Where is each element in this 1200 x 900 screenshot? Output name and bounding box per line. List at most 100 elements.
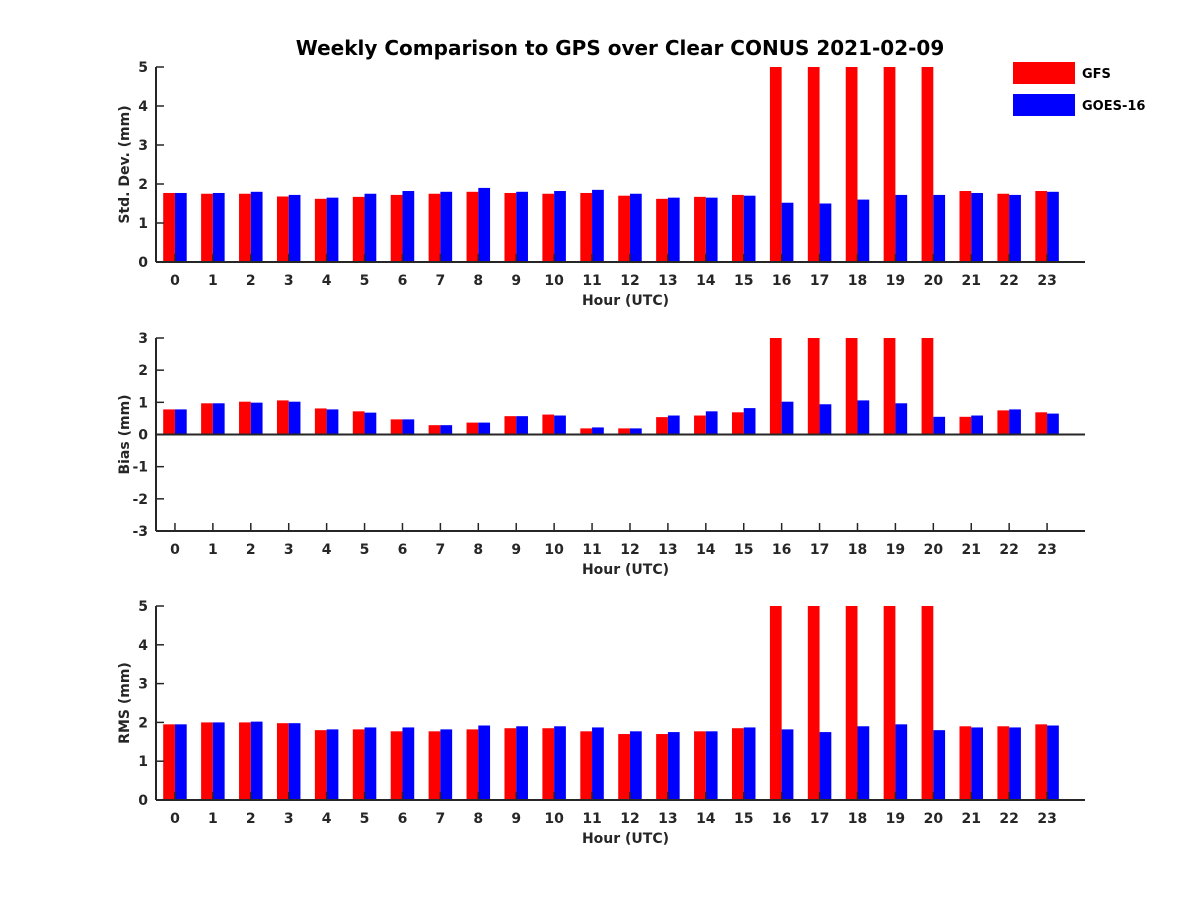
bar-goes-16-hour-23 (1047, 413, 1059, 435)
series-gfs (163, 338, 1048, 435)
x-tick-label: 22 (999, 811, 1018, 827)
x-tick-label: 21 (962, 273, 981, 289)
bar-gfs-hour-14 (694, 415, 706, 435)
bar-gfs-hour-3 (276, 723, 289, 800)
bar-goes-16-hour-16 (781, 729, 794, 800)
x-tick-label: 13 (658, 273, 677, 289)
bar-gfs-hour-4 (314, 730, 327, 800)
bar-goes-16-hour-9 (516, 726, 528, 800)
x-tick-label: 2 (246, 273, 256, 289)
x-tick-label: 15 (734, 542, 753, 558)
x-tick-label: 18 (848, 542, 867, 558)
x-tick-label: 22 (999, 273, 1018, 289)
bar-goes-16-hour-1 (212, 192, 225, 262)
x-tick-label: 15 (734, 273, 753, 289)
bar-goes-16-hour-12 (629, 731, 642, 800)
bar-gfs-hour-9 (504, 192, 517, 262)
x-tick-label: 23 (1037, 542, 1056, 558)
bar-goes-16-hour-1 (212, 403, 225, 435)
legend-swatch-gfs (1013, 62, 1075, 84)
x-tick-label: 7 (436, 542, 446, 558)
x-tick-label: 9 (511, 273, 521, 289)
bar-goes-16-hour-16 (781, 202, 794, 262)
x-tick-label: 5 (360, 542, 370, 558)
bar-goes-16-hour-4 (326, 409, 339, 435)
x-tick-label: 17 (810, 273, 829, 289)
bar-goes-16-hour-22 (1009, 409, 1021, 435)
x-tick-label: 4 (322, 542, 332, 558)
bar-gfs-hour-3 (276, 400, 289, 435)
x-tick-label: 11 (582, 811, 601, 827)
bar-goes-16-hour-14 (705, 411, 718, 435)
bar-gfs-hour-7 (428, 731, 441, 800)
y-tick-label: 0 (138, 428, 148, 444)
bar-goes-16-hour-21 (971, 415, 983, 435)
bar-goes-16-hour-16 (781, 401, 794, 435)
bar-gfs-hour-23 (1035, 191, 1048, 262)
bar-gfs-hour-6 (390, 419, 403, 435)
bar-gfs-hour-20 (921, 338, 934, 435)
x-tick-label: 23 (1037, 273, 1056, 289)
x-tick-label: 18 (848, 273, 867, 289)
bar-goes-16-hour-11 (592, 427, 604, 435)
y-tick-label: 2 (138, 363, 148, 379)
y-tick-label: 5 (138, 599, 148, 615)
bar-goes-16-hour-8 (478, 187, 491, 262)
bar-goes-16-hour-18 (857, 400, 870, 435)
x-tick-label: 12 (620, 542, 639, 558)
x-tick-label: 21 (962, 542, 981, 558)
bar-goes-16-hour-6 (402, 419, 415, 435)
bar-goes-16-hour-13 (667, 732, 680, 800)
bar-gfs-hour-10 (542, 414, 555, 435)
bar-goes-16-hour-14 (705, 197, 718, 262)
bar-goes-16-hour-1 (212, 722, 225, 800)
bar-goes-16-hour-22 (1009, 727, 1021, 800)
x-tick-label: 18 (848, 811, 867, 827)
x-tick-label: 7 (436, 273, 446, 289)
x-tick-label: 0 (170, 542, 180, 558)
x-tick-label: 4 (322, 273, 332, 289)
x-tick-label: 19 (886, 273, 905, 289)
x-tick-label: 10 (544, 542, 564, 558)
bar-gfs-hour-20 (921, 67, 934, 262)
series-goes-16 (174, 400, 1059, 435)
x-axis-label: Hour (UTC) (582, 831, 669, 847)
bar-goes-16-hour-2 (250, 402, 263, 435)
legend-swatch-goes-16 (1013, 94, 1075, 116)
bar-gfs-hour-12 (618, 195, 630, 262)
bar-goes-16-hour-19 (895, 194, 908, 262)
bar-gfs-hour-17 (807, 67, 820, 262)
x-tick-label: 19 (886, 811, 905, 827)
y-tick-label: 1 (138, 216, 148, 232)
bar-goes-16-hour-15 (743, 408, 756, 435)
x-axis-label: Hour (UTC) (582, 293, 669, 309)
figure-title: Weekly Comparison to GPS over Clear CONU… (296, 36, 945, 60)
x-tick-label: 6 (398, 542, 408, 558)
bar-goes-16-hour-17 (819, 203, 832, 262)
bar-gfs-hour-16 (769, 67, 782, 262)
x-tick-label: 11 (582, 273, 601, 289)
bar-gfs-hour-0 (163, 192, 175, 262)
bar-gfs-hour-20 (921, 606, 934, 800)
bar-gfs-hour-17 (807, 606, 820, 800)
bar-goes-16-hour-17 (819, 732, 832, 800)
x-tick-label: 16 (772, 811, 791, 827)
x-tick-label: 3 (284, 811, 294, 827)
bar-gfs-hour-18 (845, 67, 858, 262)
bar-gfs-hour-11 (580, 192, 593, 262)
bar-gfs-hour-15 (731, 728, 744, 800)
series-goes-16 (174, 187, 1059, 262)
bar-gfs-hour-18 (845, 606, 858, 800)
bar-gfs-hour-13 (656, 417, 668, 435)
bar-gfs-hour-17 (807, 338, 820, 435)
bar-gfs-hour-3 (276, 196, 289, 262)
y-tick-label: 5 (138, 60, 148, 76)
bar-gfs-hour-9 (504, 728, 517, 800)
bar-goes-16-hour-4 (326, 197, 339, 262)
bar-gfs-hour-5 (352, 729, 365, 800)
bar-goes-16-hour-11 (592, 189, 604, 262)
bar-gfs-hour-1 (201, 403, 213, 435)
